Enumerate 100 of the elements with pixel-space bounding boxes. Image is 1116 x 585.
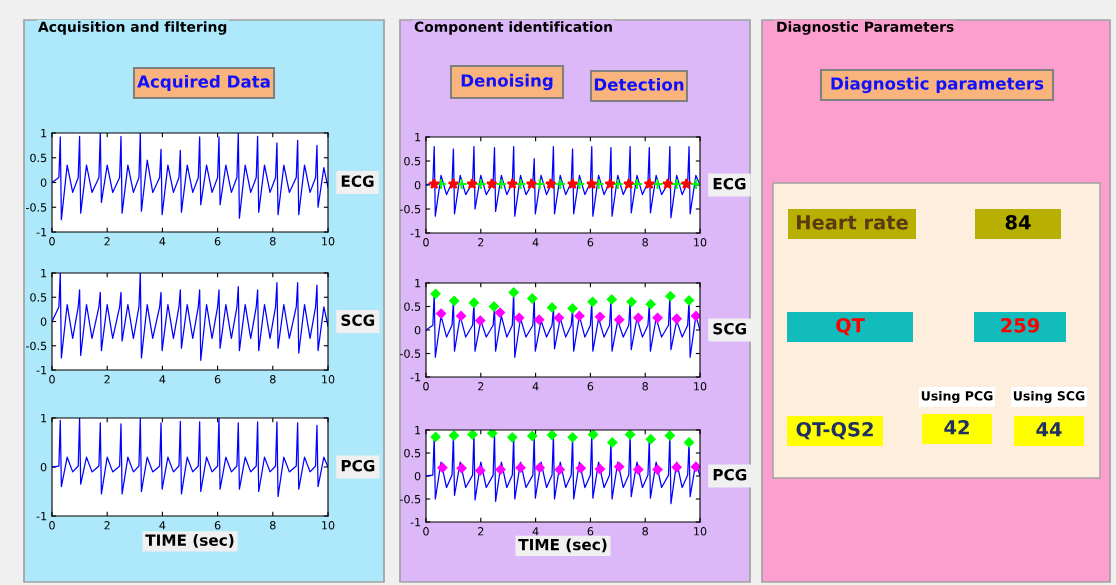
x-tick-label: 2 [478, 382, 484, 391]
point [645, 299, 656, 310]
point [633, 464, 644, 475]
x-tick-label: 0 [423, 382, 429, 391]
point [430, 288, 441, 299]
y-tick-label: 0.5 [404, 156, 421, 166]
y-axis-title: PCG [341, 459, 375, 472]
y-tick-label: -1 [410, 373, 421, 382]
point [487, 430, 498, 439]
point [690, 461, 700, 472]
point [633, 312, 644, 323]
x-tick-label: 6 [214, 375, 221, 384]
text: 42 [944, 419, 969, 435]
text: QT-QS2 [796, 421, 873, 440]
y-tick-label: 1 [415, 133, 421, 142]
y-tick-label: 0 [40, 178, 47, 187]
y-tick-label: 0.5 [404, 302, 421, 311]
text: Detection [594, 77, 684, 91]
point [507, 432, 518, 443]
point [547, 430, 558, 441]
y-tick-label: -0.5 [26, 203, 47, 212]
point [595, 464, 605, 475]
x-tick-label: 0 [49, 237, 55, 246]
text: 84 [1005, 214, 1031, 230]
y-axis-title: PCG [713, 468, 747, 481]
point [495, 307, 505, 318]
point [534, 314, 545, 325]
point [684, 295, 695, 306]
text: Acquisition and filtering [38, 21, 227, 35]
point [456, 310, 467, 321]
point [652, 312, 663, 323]
point [475, 315, 486, 326]
point [575, 463, 586, 474]
x-tick-label: 6 [214, 521, 221, 530]
x-tick-label: 6 [214, 237, 221, 246]
text: 44 [1036, 422, 1062, 437]
point [645, 434, 656, 445]
text: Denoising [461, 73, 553, 91]
x-tick-label: 10 [694, 527, 707, 536]
x-axis-title: TIME (sec) [145, 534, 234, 548]
point [456, 463, 467, 474]
x-tick-label: 6 [587, 382, 594, 391]
x-tick-label: 2 [478, 527, 484, 536]
x-tick-label: 0 [423, 238, 429, 247]
point [614, 461, 625, 472]
y-tick-label: 1 [41, 414, 47, 423]
y-tick-label: -0.5 [26, 341, 47, 351]
text: Acquired Data [137, 74, 270, 92]
point [430, 431, 441, 442]
point [588, 430, 599, 440]
point [468, 297, 479, 308]
point [606, 294, 617, 305]
point [448, 430, 459, 441]
point [527, 431, 538, 441]
y-tick-label: 0 [40, 317, 47, 326]
point [614, 314, 625, 325]
point [515, 462, 526, 473]
point [527, 293, 538, 304]
x-tick-label: 10 [694, 382, 707, 391]
x-tick-label: 2 [104, 237, 110, 246]
point [690, 310, 700, 321]
x-tick-label: 8 [642, 382, 648, 391]
point [671, 313, 682, 324]
x-tick-label: 4 [532, 527, 539, 536]
y-tick-label: 0.5 [30, 293, 47, 302]
x-tick-label: 0 [49, 521, 55, 530]
y-tick-label: 1 [415, 426, 421, 435]
y-axis-title: SCG [713, 322, 746, 335]
x-tick-label: 4 [532, 238, 539, 247]
x-axis-title: TIME (sec) [518, 538, 607, 553]
point [467, 430, 478, 440]
line-series [426, 145, 700, 219]
text: Diagnostic Parameters [777, 21, 954, 35]
point [514, 312, 525, 323]
point [626, 296, 637, 307]
point [567, 432, 578, 443]
x-tick-label: 10 [322, 237, 335, 246]
x-tick-label: 8 [270, 375, 276, 384]
y-tick-label: -0.5 [400, 494, 421, 504]
point [652, 464, 663, 475]
point [553, 312, 564, 323]
y-tick-label: 0.5 [404, 448, 421, 458]
x-tick-label: 2 [478, 238, 484, 247]
x-tick-label: 4 [159, 375, 166, 384]
y-tick-label: -1 [36, 366, 47, 375]
point [437, 462, 448, 473]
y-tick-label: -0.5 [400, 349, 421, 358]
point [488, 301, 499, 312]
x-tick-label: 0 [49, 375, 55, 384]
point [664, 430, 675, 441]
x-tick-label: 10 [322, 521, 335, 530]
y-tick-label: 1 [415, 279, 421, 288]
point [508, 287, 519, 298]
y-tick-label: -1 [410, 518, 421, 527]
y-tick-label: 1 [41, 129, 47, 138]
y-tick-label: 0 [40, 462, 47, 472]
x-tick-label: 8 [642, 238, 648, 247]
x-tick-label: 10 [694, 238, 707, 247]
x-tick-label: 6 [587, 238, 594, 247]
x-tick-label: 8 [270, 521, 276, 530]
